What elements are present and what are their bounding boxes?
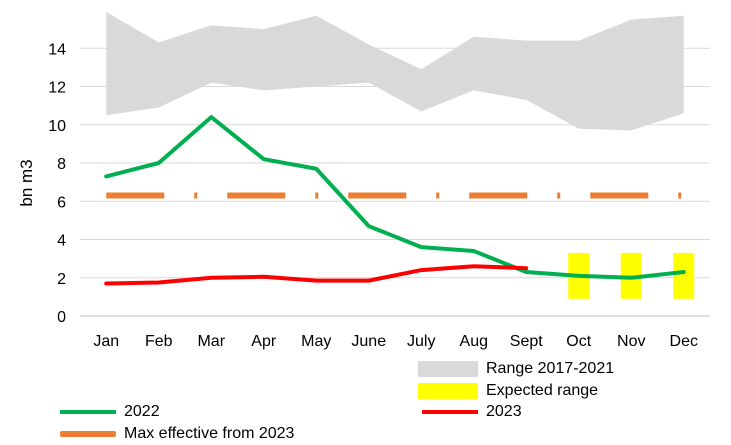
x-tick-sept: Sept: [510, 333, 543, 350]
range-2017-2021-band: [106, 11, 684, 131]
point-2023-aug: [473, 265, 475, 267]
point-2022-july: [420, 246, 422, 248]
series-lines: [104, 115, 686, 286]
legend-2022-label: 2022: [124, 403, 160, 420]
y-tick-0: 0: [57, 309, 66, 326]
point-2022-nov: [630, 277, 632, 279]
point-2023-apr: [263, 276, 265, 278]
y-tick-8: 8: [57, 156, 66, 173]
y-tick-4: 4: [57, 233, 66, 250]
series-line-2022: [104, 115, 686, 280]
point-2022-may: [315, 168, 317, 170]
legend-range-label: Range 2017-2021: [486, 360, 615, 377]
point-2022-june: [368, 225, 370, 227]
x-tick-dec: Dec: [670, 333, 698, 350]
point-2022-feb: [158, 162, 160, 164]
x-tick-jan: Jan: [93, 333, 119, 350]
x-tick-july: July: [407, 333, 435, 350]
legend-2023: 2023: [422, 403, 522, 421]
legend-expected-swatch: [418, 383, 478, 399]
y-tick-6: 6: [57, 194, 66, 211]
legend-2022-swatch: [60, 410, 116, 414]
legend-expected: Expected range: [418, 382, 598, 400]
y-tick-12: 12: [48, 80, 66, 97]
y-axis-label: bn m3: [17, 159, 36, 206]
x-tick-may: May: [301, 333, 331, 350]
point-2023-may: [315, 280, 317, 282]
legend-range-swatch: [418, 361, 478, 377]
legend-2023-label: 2023: [486, 403, 522, 420]
point-2022-apr: [263, 158, 265, 160]
x-tick-june: June: [351, 333, 386, 350]
x-tick-aug: Aug: [460, 333, 488, 350]
point-2022-jan: [105, 175, 107, 177]
legend-maxeff-swatch: [60, 431, 116, 437]
y-tick-2: 2: [57, 271, 66, 288]
point-2023-july: [420, 269, 422, 271]
point-2023-jan: [105, 282, 107, 284]
point-2023-june: [368, 280, 370, 282]
x-tick-labels: Jan Feb Mar Apr May June July Aug Sept Oct Nov Dec: [93, 333, 698, 350]
point-2023-feb: [158, 282, 160, 284]
x-tick-oct: Oct: [566, 333, 591, 350]
point-2022-aug: [473, 250, 475, 252]
range-2017-2021-area: [106, 11, 684, 131]
x-tick-apr: Apr: [251, 333, 277, 350]
legend-2022: 2022: [60, 403, 160, 421]
chart: 0 2 4 6 8 10 12 14 Jan Feb Mar Apr May June July Aug Se…: [17, 11, 710, 350]
x-tick-feb: Feb: [145, 333, 173, 350]
expected-range-bar-dec: [673, 252, 695, 299]
x-tick-mar: Mar: [197, 333, 225, 350]
y-tick-10: 10: [48, 118, 66, 135]
point-2022-oct: [578, 275, 580, 277]
y-tick-labels: 0 2 4 6 8 10 12 14: [48, 41, 66, 326]
legend-maxeff: Max effective from 2023: [60, 425, 294, 443]
y-tick-14: 14: [48, 41, 66, 58]
point-2022-mar: [210, 116, 212, 118]
legend-expected-label: Expected range: [486, 382, 599, 399]
legend-range: Range 2017-2021: [418, 360, 614, 378]
point-2022-sept: [525, 271, 527, 273]
x-tick-nov: Nov: [617, 333, 645, 350]
point-2022-dec: [683, 271, 685, 273]
legend-2023-swatch: [422, 410, 478, 414]
point-2023-mar: [210, 277, 212, 279]
legend-maxeff-label: Max effective from 2023: [124, 425, 295, 442]
point-2023-sept: [525, 267, 527, 269]
